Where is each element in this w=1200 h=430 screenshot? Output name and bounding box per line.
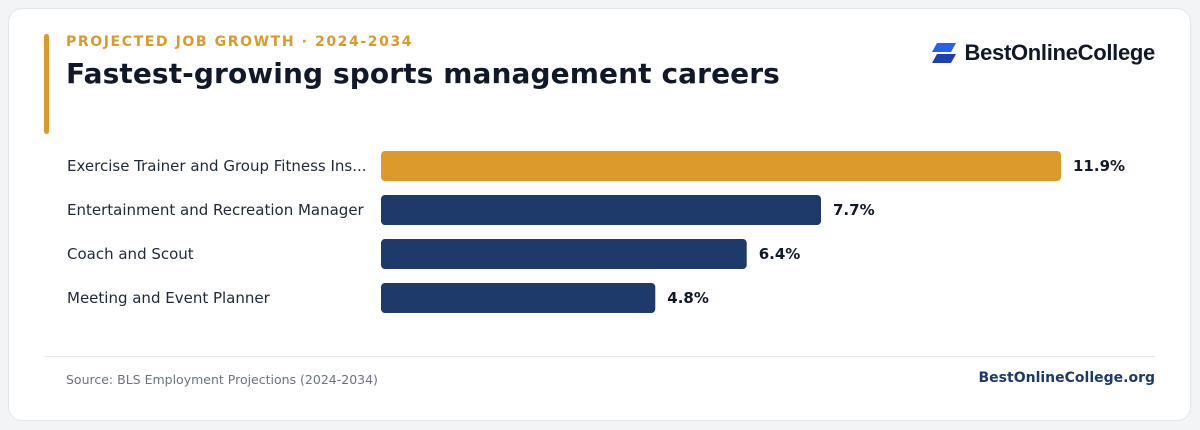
accent-bar	[44, 34, 49, 134]
chart-eyebrow: PROJECTED JOB GROWTH · 2024-2034	[66, 34, 414, 50]
chart-card: PROJECTED JOB GROWTH · 2024-2034 Fastest…	[8, 8, 1191, 421]
site-link[interactable]: BestOnlineCollege.org	[978, 370, 1155, 386]
category-label: Coach and Scout	[67, 245, 194, 263]
footer-divider	[44, 356, 1155, 357]
bar	[381, 283, 656, 313]
source-note: Source: BLS Employment Projections (2024…	[66, 372, 378, 387]
bar	[381, 239, 747, 269]
value-label: 6.4%	[759, 245, 801, 263]
brand-logo: BestOnlineCollege	[931, 40, 1156, 66]
value-label: 4.8%	[667, 289, 709, 307]
brand-logo-icon	[931, 43, 956, 63]
category-label: Exercise Trainer and Group Fitness Ins..…	[67, 157, 367, 175]
value-label: 7.7%	[833, 201, 875, 219]
bar	[381, 195, 821, 225]
bar-chart: Exercise Trainer and Group Fitness Ins..…	[67, 151, 1125, 313]
bar	[381, 151, 1061, 181]
brand-name: BestOnlineCollege	[964, 40, 1156, 65]
chart-title: Fastest-growing sports management career…	[66, 57, 780, 90]
category-label: Meeting and Event Planner	[67, 289, 271, 307]
category-label: Entertainment and Recreation Manager	[67, 201, 365, 219]
value-label: 11.9%	[1073, 157, 1125, 175]
